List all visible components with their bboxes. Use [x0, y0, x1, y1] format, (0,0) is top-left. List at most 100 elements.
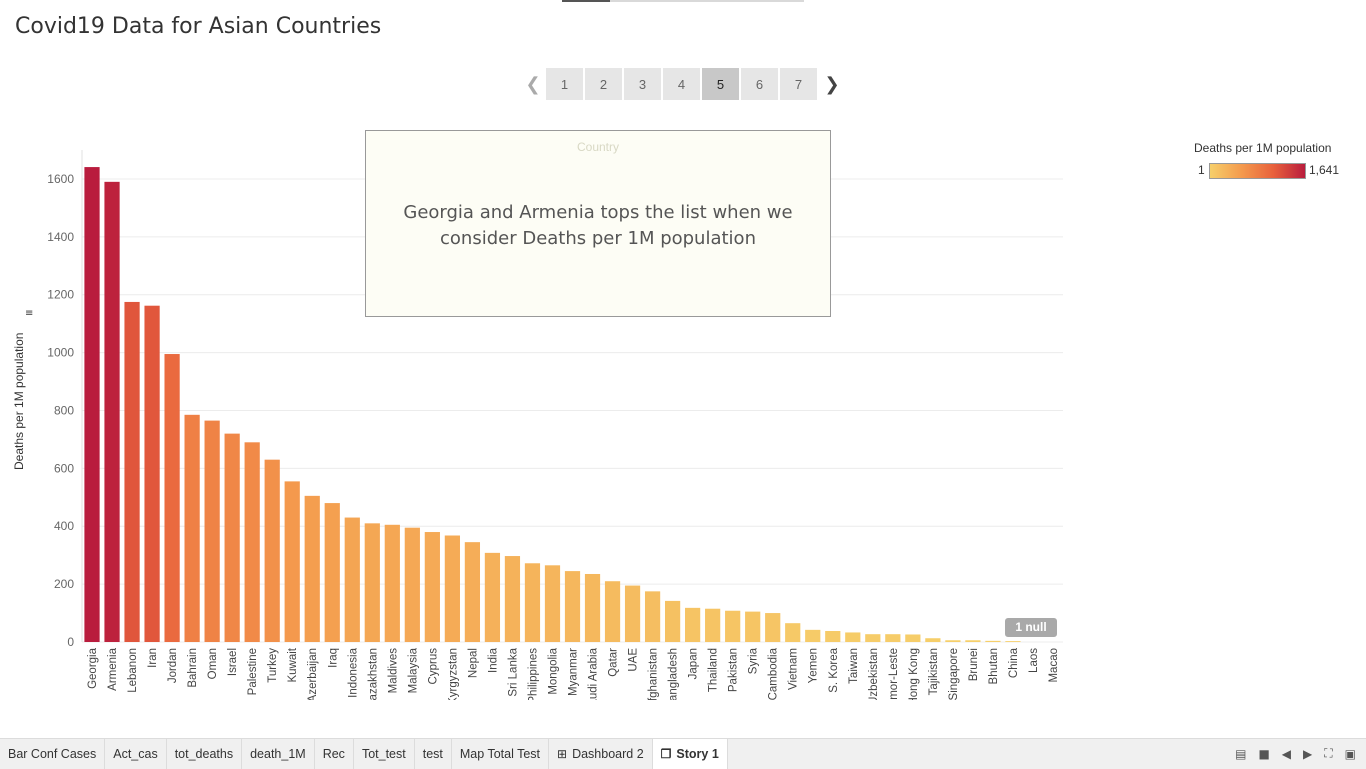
null-indicator-badge[interactable]: 1 null [1005, 618, 1057, 637]
sheet-tab-label: Dashboard 2 [572, 747, 644, 761]
story-page-4[interactable]: 4 [663, 68, 700, 100]
x-tick-label: Kuwait [287, 647, 299, 682]
sheet-tab[interactable]: ⊞ Dashboard 2 [549, 739, 653, 769]
x-tick-label: Jordan [167, 648, 179, 683]
bar-myanmar [564, 571, 581, 642]
sheet-tab[interactable]: tot_deaths [167, 739, 243, 769]
x-tick-label: Palestine [247, 648, 259, 695]
bar-armenia [104, 181, 120, 642]
x-tick-label: Laos [1028, 648, 1040, 673]
bar-taiwan [845, 632, 861, 642]
page-title: Covid19 Data for Asian Countries [15, 14, 382, 39]
sheet-tab[interactable]: ❐ Story 1 [652, 739, 728, 769]
chevron-right-icon[interactable]: ❯ [824, 73, 840, 95]
x-tick-label: Bangladesh [668, 648, 680, 700]
bar-malaysia [404, 527, 420, 642]
bar-kuwait [284, 481, 300, 642]
bar-brunei [965, 640, 981, 642]
x-tick-label: Saudi Arabia [588, 647, 600, 700]
annotation-header: Country [576, 140, 620, 154]
bar-india [484, 552, 501, 642]
story-page-1[interactable]: 1 [546, 68, 583, 100]
sheet-tab-bar: Bar Conf Cases Act_cas tot_deaths death_1M R… [0, 738, 1366, 769]
previous-sheet-icon[interactable]: ◀ [1281, 746, 1292, 761]
bar-timor-leste [885, 634, 901, 642]
story-page-2[interactable]: 2 [585, 68, 622, 100]
sheet-tab[interactable]: Act_cas [105, 739, 167, 769]
single-view-icon[interactable]: ■ [1258, 746, 1270, 761]
sheet-tab[interactable]: test [415, 739, 452, 769]
x-tick-label: Qatar [608, 648, 620, 677]
story-page-3[interactable]: 3 [624, 68, 661, 100]
bar-turkey [264, 459, 280, 642]
bar-bahrain [184, 414, 200, 642]
y-tick-label: 800 [54, 403, 74, 417]
bar-yemen [805, 629, 821, 642]
bar-maldives [384, 524, 400, 642]
grid-view-icon[interactable]: ▤ [1235, 746, 1247, 761]
sort-icon[interactable]: ≡ [25, 308, 34, 319]
presentation-mode-icon[interactable]: ▣ [1344, 746, 1356, 761]
x-tick-label: Uzbekistan [868, 648, 880, 700]
bar-bangladesh [664, 600, 681, 642]
sheet-tab[interactable]: death_1M [242, 739, 315, 769]
bar-tajikistan [925, 638, 941, 642]
x-tick-label: Iraq [327, 648, 339, 668]
x-tick-label: Japan [688, 648, 700, 679]
x-tick-label: Myanmar [568, 648, 580, 696]
bar-nepal [464, 542, 481, 642]
story-page-5[interactable]: 5 [702, 68, 739, 100]
sheet-tab[interactable]: Map Total Test [452, 739, 550, 769]
bar-jordan [164, 354, 180, 642]
x-tick-label: Hong Kong [908, 648, 920, 700]
x-tick-label: Kyrgyzstan [447, 648, 459, 700]
sheet-tab-label: death_1M [250, 747, 306, 761]
bar-cyprus [424, 532, 440, 642]
top-progress-line [562, 0, 804, 2]
x-tick-label: Cyprus [427, 648, 439, 685]
fullscreen-icon[interactable]: ⛶ [1324, 746, 1333, 760]
x-tick-label: Pakistan [728, 648, 740, 692]
x-tick-label: China [1008, 647, 1020, 678]
x-tick-label: Philippines [527, 648, 539, 700]
bar-oman [204, 420, 220, 642]
bar-s-korea [825, 631, 841, 642]
bar-iran [144, 305, 160, 642]
sheet-tab[interactable]: Rec [315, 739, 354, 769]
sheet-tab-label: Rec [322, 747, 345, 761]
bar-azerbaijan [304, 495, 320, 642]
x-tick-label: Bhutan [988, 648, 1000, 684]
bar-kyrgyzstan [444, 535, 460, 642]
legend-title: Deaths per 1M population [1194, 141, 1332, 155]
next-sheet-icon[interactable]: ▶ [1303, 746, 1313, 761]
view-controls: ▤ ■ ◀ ▶ ⛶ ▣ [1235, 746, 1356, 761]
bar-pakistan [725, 610, 741, 642]
bar-chart: 0 200 400 600 800 1000 1200 1400 1600 Georgia Arme… [47, 150, 1063, 700]
story-page-7[interactable]: 7 [780, 68, 817, 100]
top-progress-segment [562, 0, 610, 2]
sheet-tab-label: test [422, 747, 443, 761]
y-tick-label: 1600 [47, 172, 74, 186]
sheet-tab[interactable]: Tot_test [354, 739, 415, 769]
bar-qatar [604, 581, 621, 642]
story-page-6[interactable]: 6 [741, 68, 778, 100]
bar-thailand [705, 608, 721, 642]
chevron-left-icon[interactable]: ❮ [525, 73, 541, 95]
bar-hong-kong [905, 634, 921, 642]
sheet-tab-label: Act_cas [113, 747, 158, 761]
x-tick-label: Macao [1048, 648, 1060, 683]
sheet-tab[interactable]: Bar Conf Cases [0, 739, 106, 769]
x-tick-label: Yemen [808, 648, 820, 683]
x-tick-label: UAE [628, 648, 640, 672]
bar-philippines [524, 563, 541, 642]
y-tick-label: 1400 [47, 230, 74, 244]
bar-iraq [324, 503, 340, 642]
x-tick-label: Armenia [107, 647, 119, 690]
x-tick-label: Bahrain [187, 648, 199, 688]
bar-lebanon [124, 301, 140, 642]
x-tick-label: India [487, 647, 499, 673]
x-tick-label: Cambodia [768, 647, 780, 700]
x-tick-label: Vietnam [788, 648, 800, 690]
y-tick-label: 200 [54, 577, 74, 591]
bar-bhutan [985, 640, 1001, 642]
